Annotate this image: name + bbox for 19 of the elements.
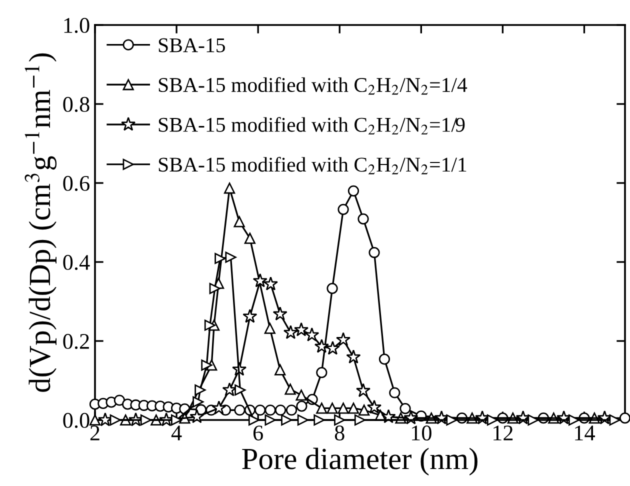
x-tick-label: 4 [171, 426, 182, 440]
x-tick-label: 12 [494, 426, 513, 440]
x-tick-label: 6 [253, 426, 263, 440]
x-tick-label: 10 [412, 426, 432, 440]
y-tick-label: 0.0 [63, 412, 90, 428]
legend-label: SBA-15 modified with C$_{2}$H$_{2}$/N$_{2}$=1/9 [158, 117, 465, 134]
y-tick-label: 0.6 [63, 176, 90, 192]
x-tick-label: 14 [575, 426, 595, 440]
legend-label: SBA-15 modified with C$_{2}$H$_{2}$/N$_{2}$=1/1 [158, 156, 466, 174]
x-tick-label: 2 [90, 426, 100, 440]
y-tick-label: 1.0 [64, 18, 90, 34]
legend-label: SBA-15 [158, 38, 225, 52]
y-axis-title: d(Vp)/d(Dp) (cm$^{3}$g$^{−1}$nm$^{−1}$) [24, 53, 57, 392]
x-tick-label: 8 [334, 426, 344, 440]
y-tick-label: 0.4 [63, 254, 90, 270]
y-tick-label: 0.2 [63, 334, 89, 350]
y-tick-label: 0.8 [63, 96, 90, 112]
x-axis-title: Pore diameter (nm) [242, 448, 478, 476]
legend-label: SBA-15 modified with C$_{2}$H$_{2}$/N$_{2}$=1/4 [158, 77, 468, 95]
